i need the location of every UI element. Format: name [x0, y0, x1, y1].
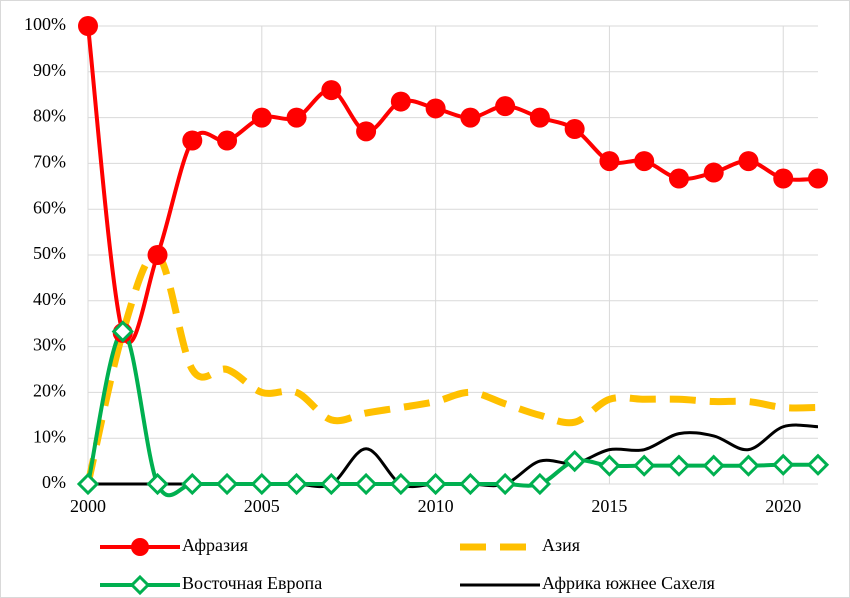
point — [76, 472, 100, 496]
point — [181, 472, 204, 496]
point — [356, 121, 377, 142]
y-tick-label: 50% — [33, 243, 66, 263]
x-tick-label: 2020 — [765, 496, 801, 516]
point — [425, 98, 446, 119]
legend-marker — [129, 574, 151, 596]
point — [147, 245, 168, 265]
point — [773, 168, 794, 189]
y-tick-label: 40% — [33, 289, 66, 309]
point — [564, 119, 585, 140]
series-line — [86, 25, 819, 345]
point — [390, 91, 411, 112]
point — [737, 454, 760, 477]
point — [563, 449, 586, 473]
point — [702, 454, 725, 477]
y-tick-label: 100% — [24, 14, 66, 34]
y-tick-label: 70% — [33, 152, 66, 172]
point — [772, 453, 795, 476]
point — [182, 130, 203, 151]
x-tick-label: 2015 — [591, 496, 627, 516]
point — [389, 472, 412, 496]
point — [528, 472, 552, 496]
point — [529, 107, 550, 128]
y-tick-label: 20% — [33, 381, 66, 401]
point — [494, 472, 517, 496]
point — [634, 151, 655, 172]
legend-marker — [131, 538, 149, 556]
x-tick-label: 2000 — [70, 496, 106, 516]
point — [460, 107, 481, 128]
point — [667, 454, 691, 477]
point — [703, 162, 724, 183]
series-line — [87, 423, 819, 489]
y-tick-label: 80% — [33, 106, 66, 126]
point — [806, 453, 830, 476]
point — [78, 16, 98, 36]
legend-label: Азия — [542, 535, 580, 555]
point — [286, 107, 307, 128]
x-tick-label: 2010 — [418, 496, 454, 516]
point — [251, 107, 272, 128]
legend-label: Африка южнее Сахеля — [542, 573, 715, 593]
legend-label: Восточная Европа — [182, 573, 322, 593]
y-tick-label: 90% — [33, 60, 66, 80]
point — [217, 130, 238, 151]
point — [808, 168, 828, 189]
point — [354, 472, 378, 496]
point — [459, 472, 482, 496]
point — [250, 472, 273, 496]
x-tick-label: 2005 — [244, 496, 280, 516]
point — [146, 472, 169, 496]
point — [495, 96, 516, 117]
point — [424, 472, 447, 496]
y-tick-label: 10% — [33, 426, 66, 446]
y-tick-label: 60% — [33, 197, 66, 217]
point — [599, 151, 620, 172]
y-tick-label: 0% — [42, 472, 66, 492]
point — [215, 472, 239, 496]
y-tick-label: 30% — [33, 335, 66, 355]
legend-label: Афразия — [182, 535, 248, 555]
point — [321, 80, 342, 101]
point — [111, 320, 134, 343]
series-line — [84, 251, 819, 485]
point — [668, 168, 689, 189]
point — [320, 472, 343, 496]
point — [598, 454, 621, 477]
point — [285, 472, 308, 496]
point — [738, 151, 759, 172]
point — [633, 454, 656, 477]
